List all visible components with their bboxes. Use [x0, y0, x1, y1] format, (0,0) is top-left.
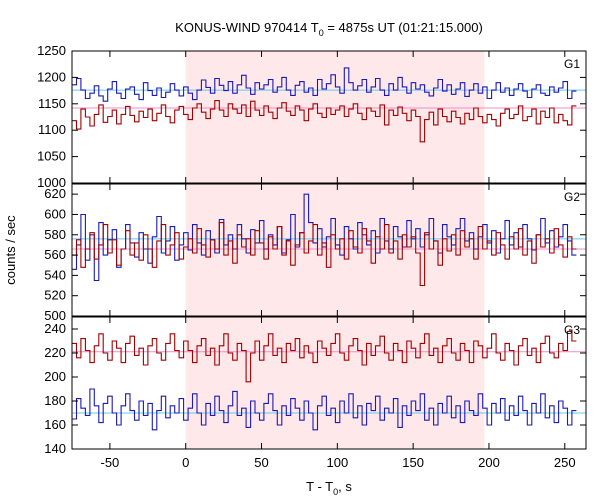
panel-label: G2	[564, 190, 580, 204]
series-blue-step-line	[72, 193, 577, 282]
y-tick-label: 1250	[37, 43, 66, 58]
y-tick-label: 180	[44, 393, 66, 408]
highlight-interval	[185, 51, 485, 183]
y-tick-label: 500	[44, 308, 66, 323]
x-tick-label: 50	[254, 455, 268, 470]
y-tick-label: 1100	[38, 122, 66, 137]
panel-frame	[71, 183, 587, 317]
y-tick-label: 1150	[38, 96, 66, 111]
y-tick-label: 540	[44, 267, 66, 282]
series-blue-step-line	[72, 388, 577, 431]
panel-frame	[71, 50, 587, 184]
highlight-interval	[185, 184, 485, 316]
x-axis-label: T - T0, s	[306, 479, 352, 497]
x-tick-label: 150	[402, 455, 424, 470]
y-axis-label: counts / sec	[3, 215, 18, 285]
y-tick-label: 1050	[37, 149, 66, 164]
y-tick-label: 620	[44, 186, 66, 201]
series-red-step-line	[72, 100, 577, 143]
panel-g1: 1000 1050 1100 1150 1200 1250 G1	[37, 43, 587, 190]
series-red-step-line	[72, 222, 577, 287]
x-tick-label: 0	[182, 455, 189, 470]
y-tick-label: 600	[44, 206, 66, 221]
y-tick-label: 140	[44, 441, 66, 456]
y-tick-label: 240	[44, 321, 66, 336]
y-tick-label: 520	[44, 288, 66, 303]
y-tick-label: 1200	[37, 69, 66, 84]
x-tick-label: 200	[478, 455, 500, 470]
series-red-step-line	[72, 330, 577, 383]
panel-g3: 140 160 180 200 220 240 G3	[44, 316, 587, 456]
panel-label: G3	[564, 323, 580, 337]
panels-layer: 100010501100115012001250G150052054056058…	[37, 43, 587, 470]
panel-label: G1	[564, 57, 580, 71]
y-tick-label: 1000	[37, 175, 66, 190]
y-tick-label: 580	[44, 227, 66, 242]
y-tick-label: 160	[44, 417, 66, 432]
chart-title: KONUS-WIND 970414 T0 = 4875s UT (01:21:1…	[175, 20, 483, 38]
panel-frame	[71, 316, 587, 450]
x-tick-label: -50	[101, 455, 120, 470]
y-tick-label: 200	[44, 369, 66, 384]
x-tick-label: 250	[554, 455, 576, 470]
x-tick-label: 100	[326, 455, 348, 470]
panel-g2: 500 520 540 560 580 600 620 G2	[44, 183, 587, 323]
series-blue-step-line	[72, 67, 577, 102]
y-tick-label: 220	[44, 345, 66, 360]
y-tick-label: 560	[44, 247, 66, 262]
